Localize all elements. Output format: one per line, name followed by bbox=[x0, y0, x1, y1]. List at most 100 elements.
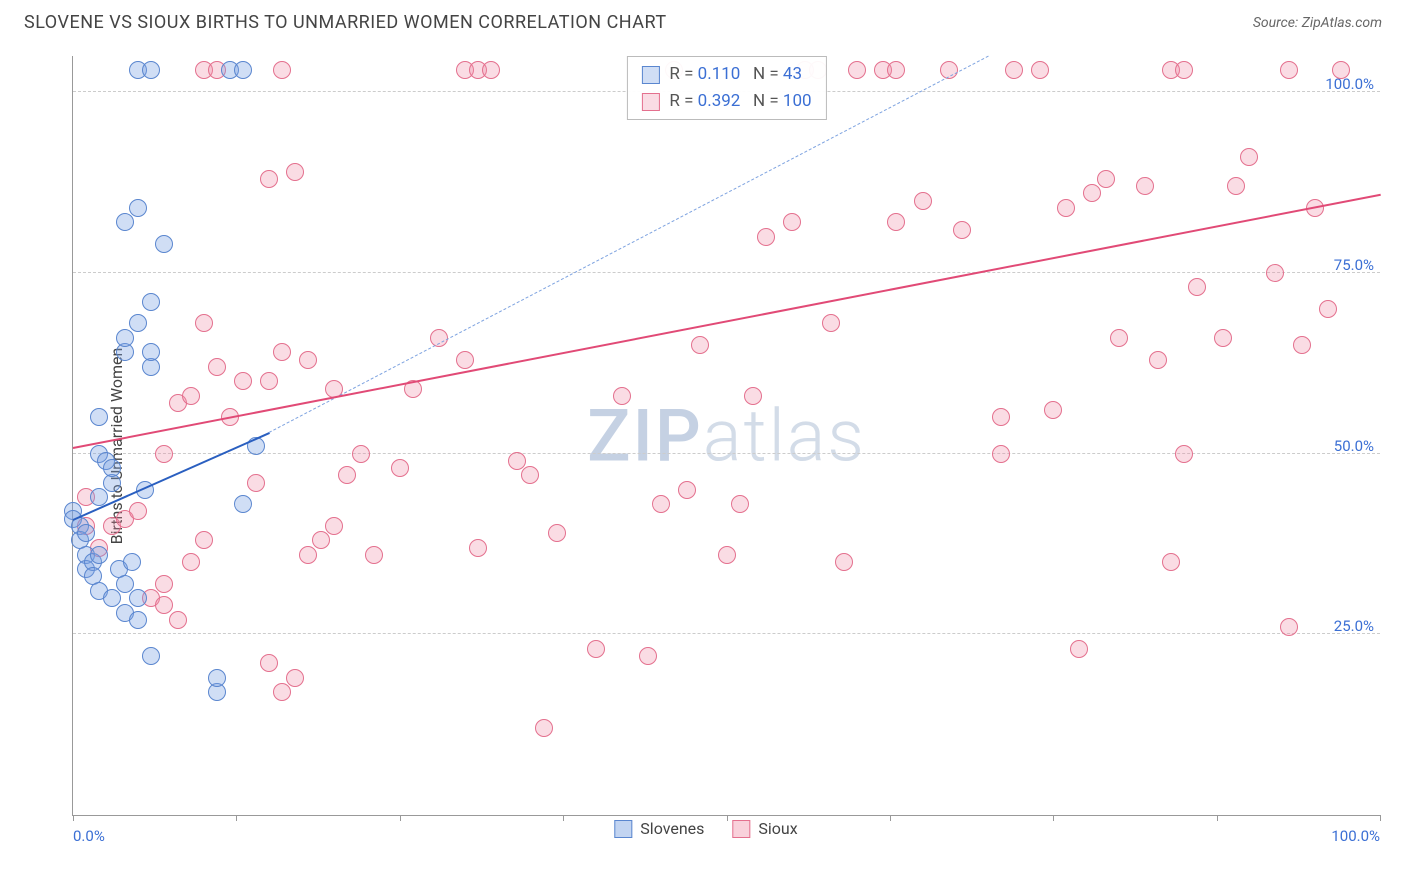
scatter-point bbox=[116, 329, 134, 347]
scatter-point bbox=[1005, 61, 1023, 79]
scatter-point bbox=[639, 647, 657, 665]
scatter-point bbox=[234, 61, 252, 79]
scatter-point bbox=[1162, 553, 1180, 571]
gridline bbox=[73, 633, 1380, 634]
scatter-point bbox=[155, 596, 173, 614]
scatter-point bbox=[90, 408, 108, 426]
x-tick bbox=[890, 815, 891, 821]
scatter-point bbox=[352, 445, 370, 463]
scatter-point bbox=[391, 459, 409, 477]
scatter-point bbox=[123, 553, 141, 571]
scatter-point bbox=[1136, 177, 1154, 195]
scatter-point bbox=[77, 524, 95, 542]
scatter-point bbox=[1332, 61, 1350, 79]
scatter-point bbox=[508, 452, 526, 470]
x-tick bbox=[400, 815, 401, 821]
scatter-point bbox=[1240, 148, 1258, 166]
x-tick bbox=[1053, 815, 1054, 821]
chart-area: Births to Unmarried Women ZIPatlas 25.0%… bbox=[24, 48, 1388, 844]
scatter-point bbox=[182, 553, 200, 571]
scatter-point bbox=[1214, 329, 1232, 347]
y-tick-label: 50.0% bbox=[1334, 437, 1374, 455]
scatter-point bbox=[953, 221, 971, 239]
stats-legend: R = 0.110 N = 43R = 0.392 N = 100 bbox=[626, 56, 826, 120]
scatter-point bbox=[90, 546, 108, 564]
scatter-point bbox=[783, 213, 801, 231]
scatter-point bbox=[208, 358, 226, 376]
scatter-point bbox=[129, 502, 147, 520]
scatter-point bbox=[208, 669, 226, 687]
legend-label: Sioux bbox=[758, 819, 797, 838]
scatter-point bbox=[155, 235, 173, 253]
scatter-point bbox=[718, 546, 736, 564]
scatter-point bbox=[731, 495, 749, 513]
x-tick bbox=[236, 815, 237, 821]
scatter-point bbox=[1110, 329, 1128, 347]
scatter-point bbox=[195, 531, 213, 549]
scatter-point bbox=[1097, 170, 1115, 188]
scatter-point bbox=[822, 314, 840, 332]
y-tick-label: 25.0% bbox=[1334, 617, 1374, 635]
scatter-point bbox=[299, 351, 317, 369]
y-tick-label: 75.0% bbox=[1334, 256, 1374, 274]
legend-swatch bbox=[732, 820, 750, 838]
scatter-point bbox=[887, 213, 905, 231]
scatter-point bbox=[678, 481, 696, 499]
stats-legend-row: R = 0.392 N = 100 bbox=[641, 88, 811, 115]
scatter-point bbox=[195, 314, 213, 332]
scatter-point bbox=[234, 495, 252, 513]
scatter-point bbox=[887, 61, 905, 79]
scatter-point bbox=[992, 408, 1010, 426]
scatter-point bbox=[142, 343, 160, 361]
stats-legend-text: R = 0.392 N = 100 bbox=[669, 88, 811, 115]
scatter-point bbox=[116, 575, 134, 593]
scatter-point bbox=[430, 329, 448, 347]
chart-source: Source: ZipAtlas.com bbox=[1253, 15, 1382, 31]
scatter-point bbox=[1070, 640, 1088, 658]
scatter-point bbox=[286, 669, 304, 687]
scatter-point bbox=[1188, 278, 1206, 296]
scatter-point bbox=[456, 351, 474, 369]
scatter-point bbox=[835, 553, 853, 571]
scatter-point bbox=[260, 372, 278, 390]
x-tick bbox=[1380, 815, 1381, 821]
scatter-point bbox=[482, 61, 500, 79]
scatter-point bbox=[1280, 618, 1298, 636]
scatter-point bbox=[299, 546, 317, 564]
y-tick-label: 100.0% bbox=[1325, 75, 1374, 93]
scatter-point bbox=[1083, 184, 1101, 202]
scatter-point bbox=[848, 61, 866, 79]
scatter-point bbox=[260, 654, 278, 672]
legend-swatch bbox=[641, 66, 659, 84]
x-tick bbox=[1217, 815, 1218, 821]
scatter-point bbox=[757, 228, 775, 246]
scatter-point bbox=[691, 336, 709, 354]
scatter-point bbox=[1293, 336, 1311, 354]
scatter-point bbox=[1149, 351, 1167, 369]
scatter-point bbox=[103, 459, 121, 477]
legend-swatch bbox=[614, 820, 632, 838]
scatter-point bbox=[129, 611, 147, 629]
scatter-point bbox=[169, 611, 187, 629]
chart-header: SLOVENE VS SIOUX BIRTHS TO UNMARRIED WOM… bbox=[0, 0, 1406, 41]
scatter-point bbox=[234, 372, 252, 390]
scatter-point bbox=[129, 199, 147, 217]
scatter-point bbox=[1280, 61, 1298, 79]
chart-title: SLOVENE VS SIOUX BIRTHS TO UNMARRIED WOM… bbox=[24, 12, 667, 33]
scatter-point bbox=[992, 445, 1010, 463]
scatter-point bbox=[365, 546, 383, 564]
scatter-point bbox=[613, 387, 631, 405]
scatter-point bbox=[587, 640, 605, 658]
scatter-point bbox=[260, 170, 278, 188]
scatter-point bbox=[548, 524, 566, 542]
scatter-point bbox=[247, 474, 265, 492]
scatter-point bbox=[744, 387, 762, 405]
scatter-point bbox=[273, 683, 291, 701]
scatter-point bbox=[129, 314, 147, 332]
scatter-point bbox=[182, 387, 200, 405]
scatter-point bbox=[273, 61, 291, 79]
legend-item: Slovenes bbox=[614, 819, 704, 838]
legend-swatch bbox=[641, 93, 659, 111]
gridline bbox=[73, 272, 1380, 273]
scatter-point bbox=[1175, 445, 1193, 463]
